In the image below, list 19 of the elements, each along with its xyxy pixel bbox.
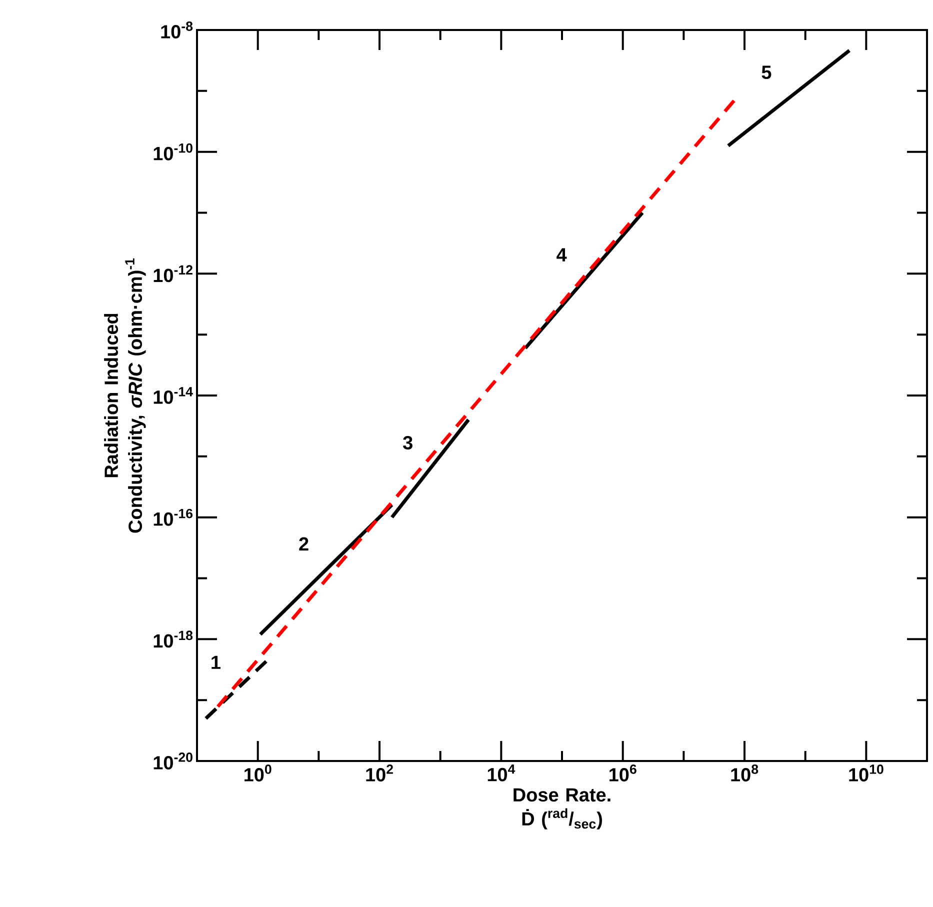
x-tick-label: 10$^{2}$: [366, 764, 393, 782]
y-tick-label: 10$^{-16}$: [154, 508, 193, 526]
x-tick-label: 10$^{10}$: [849, 764, 884, 782]
y-tick-label: 10$^{-12}$: [154, 265, 192, 282]
x-tick-label: 10$^{0}$: [244, 764, 272, 782]
y-tick-label: 10$^{-14}$: [154, 387, 193, 404]
x-tick-label: 10$^{8}$: [731, 764, 758, 782]
x-tick-label: 10$^{6}$: [610, 764, 636, 782]
x-tick-label: 10$^{4}$: [488, 764, 516, 782]
y-tick-label: 10$^{-8}$: [161, 22, 193, 38]
y-tick-label: 10$^{-18}$: [154, 630, 193, 648]
annotation: 4: [556, 248, 567, 262]
annotation: 1: [212, 656, 220, 669]
y-tick-label: 10$^{-20}$: [154, 752, 192, 770]
annotation: 3: [403, 436, 412, 450]
y-tick-label: 10$^{-10}$: [154, 143, 192, 160]
annotation: 2: [299, 537, 308, 551]
annotation: 5: [762, 66, 772, 80]
x-axis-title: Dose Rate. Ḋ ($^{rad}$/$_{sec}$): [514, 788, 610, 830]
